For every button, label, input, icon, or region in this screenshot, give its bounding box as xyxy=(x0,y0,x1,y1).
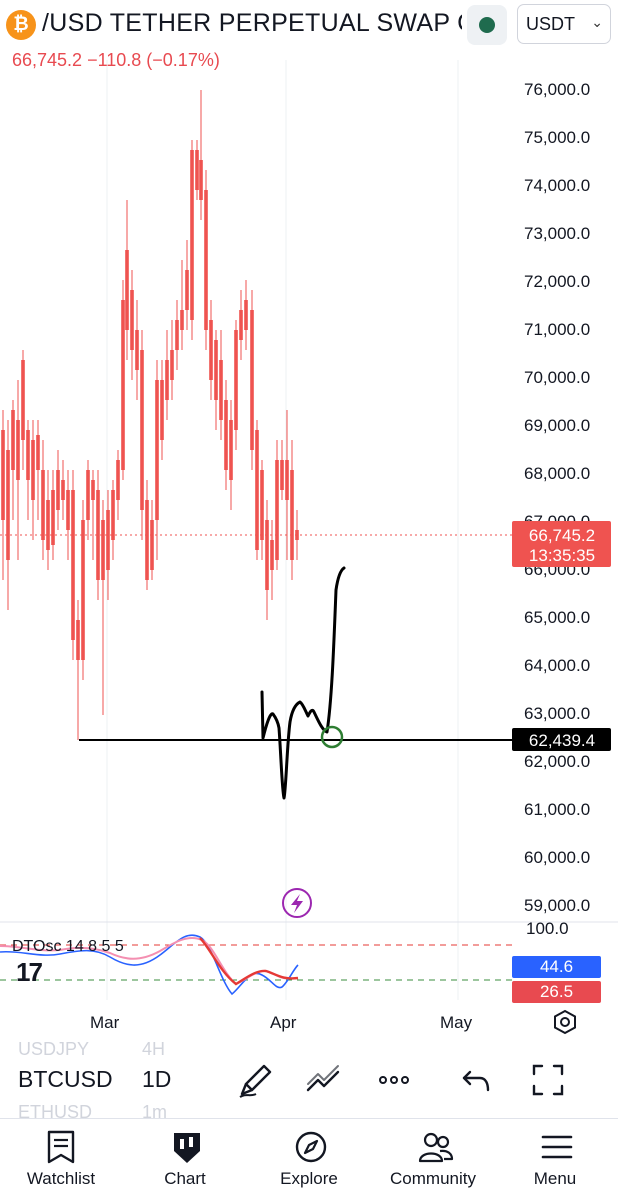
last-price-tag-bg xyxy=(512,521,611,567)
indicator-legend[interactable]: DTOsc 14 8 5 5 xyxy=(12,938,124,955)
symbol-title[interactable]: /USD TETHER PERPETUAL SWAP C... xyxy=(42,9,462,37)
nav-watchlist[interactable]: Watchlist xyxy=(6,1119,116,1201)
indicator-axis-label: 100.0 xyxy=(526,919,569,938)
symbol-picker[interactable]: BTCUSD xyxy=(18,1066,113,1092)
level-tag-bg xyxy=(512,728,611,751)
price-axis-label: 59,000.0 xyxy=(524,896,590,915)
chart-settings-icon[interactable] xyxy=(552,1009,578,1035)
price-axis-label: 70,000.0 xyxy=(524,368,590,387)
price-axis-label: 74,000.0 xyxy=(524,176,590,195)
chart-icon xyxy=(174,1133,200,1163)
oscillator-red-line xyxy=(199,937,299,986)
price-axis-label: 62,000.0 xyxy=(524,752,590,771)
nav-label-community: Community xyxy=(390,1169,476,1188)
market-open-dot-icon xyxy=(479,17,495,33)
price-axis[interactable]: 76,000.0 75,000.0 74,000.0 73,000.0 72,000.0… xyxy=(524,80,590,915)
undo-icon[interactable] xyxy=(456,1060,496,1100)
currency-select[interactable]: USDT ⌄ xyxy=(517,4,611,44)
currency-value: USDT xyxy=(526,13,575,34)
hand-drawn-projection[interactable] xyxy=(260,566,346,800)
nav-label-explore: Explore xyxy=(280,1169,338,1188)
nav-explore[interactable]: Explore xyxy=(254,1119,364,1201)
oscillator-blue-line xyxy=(0,934,299,996)
price-axis-label: 68,000.0 xyxy=(524,464,590,483)
market-status-button[interactable] xyxy=(467,5,507,45)
next-interval-option[interactable]: 1m xyxy=(142,1102,168,1122)
level-tag: 62,439.4 xyxy=(529,731,595,750)
time-label-may: May xyxy=(440,1013,473,1032)
candlesticks xyxy=(1,90,299,740)
price-axis-label: 65,000.0 xyxy=(524,608,590,627)
trend-line-tool-icon[interactable] xyxy=(304,1060,344,1100)
more-options-icon[interactable] xyxy=(374,1060,414,1100)
grid-lines xyxy=(106,60,459,1000)
prev-interval-option[interactable]: 4H xyxy=(142,1039,166,1059)
price-axis-label: 63,000.0 xyxy=(524,704,590,723)
indicator-value-blue: 44.6 xyxy=(512,956,601,978)
chart-header: ₿ /USD TETHER PERPETUAL SWAP C... USDT ⌄… xyxy=(0,0,618,80)
entry-point-marker[interactable] xyxy=(320,725,344,749)
community-icon xyxy=(418,1132,454,1163)
nav-community[interactable]: Community xyxy=(378,1119,488,1201)
fullscreen-icon[interactable] xyxy=(528,1060,568,1100)
lightning-icon[interactable] xyxy=(282,888,312,918)
price-axis-label: 61,000.0 xyxy=(524,800,590,819)
prev-symbol-option[interactable]: USDJPY xyxy=(18,1039,90,1059)
indicator-value-red: 26.5 xyxy=(512,981,601,1003)
price-change-line: 66,745.2 −110.8 (−0.17%) xyxy=(12,50,220,70)
time-label-mar: Mar xyxy=(90,1013,120,1032)
price-axis-label: 60,000.0 xyxy=(524,848,590,867)
watchlist-icon xyxy=(47,1130,75,1164)
price-axis-label: 72,000.0 xyxy=(524,272,590,291)
last-price-tag: 66,745.2 xyxy=(529,526,595,545)
price-axis-label: 75,000.0 xyxy=(524,128,590,147)
interval-picker[interactable]: 1D xyxy=(142,1066,172,1092)
nav-chart[interactable]: Chart xyxy=(130,1119,240,1201)
next-symbol-option[interactable]: ETHUSD xyxy=(18,1102,93,1122)
chevron-down-icon: ⌄ xyxy=(591,14,603,30)
bitcoin-icon[interactable]: ₿ xyxy=(6,10,36,40)
time-label-apr: Apr xyxy=(270,1013,297,1032)
nav-label-chart: Chart xyxy=(164,1169,206,1188)
nav-menu[interactable]: Menu xyxy=(500,1119,610,1201)
price-axis-label: 69,000.0 xyxy=(524,416,590,435)
nav-label-watchlist: Watchlist xyxy=(26,1169,96,1188)
price-axis-label: 76,000.0 xyxy=(524,80,590,99)
brush-tool-icon[interactable] xyxy=(236,1060,276,1100)
price-axis-label: 64,000.0 xyxy=(524,656,590,675)
hamburger-menu-icon xyxy=(541,1135,573,1159)
bottom-nav: Watchlist Chart Explore Community Me xyxy=(0,1118,618,1201)
nav-label-menu: Menu xyxy=(533,1169,577,1188)
countdown-tag: 13:35:35 xyxy=(529,546,595,565)
price-axis-label: 71,000.0 xyxy=(524,320,590,339)
price-axis-label: 73,000.0 xyxy=(524,224,590,243)
compass-icon xyxy=(295,1131,327,1163)
tradingview-logo: 17 xyxy=(16,957,43,987)
price-chart[interactable]: 76,000.0 75,000.0 74,000.0 73,000.0 72,000.0… xyxy=(0,0,618,1040)
